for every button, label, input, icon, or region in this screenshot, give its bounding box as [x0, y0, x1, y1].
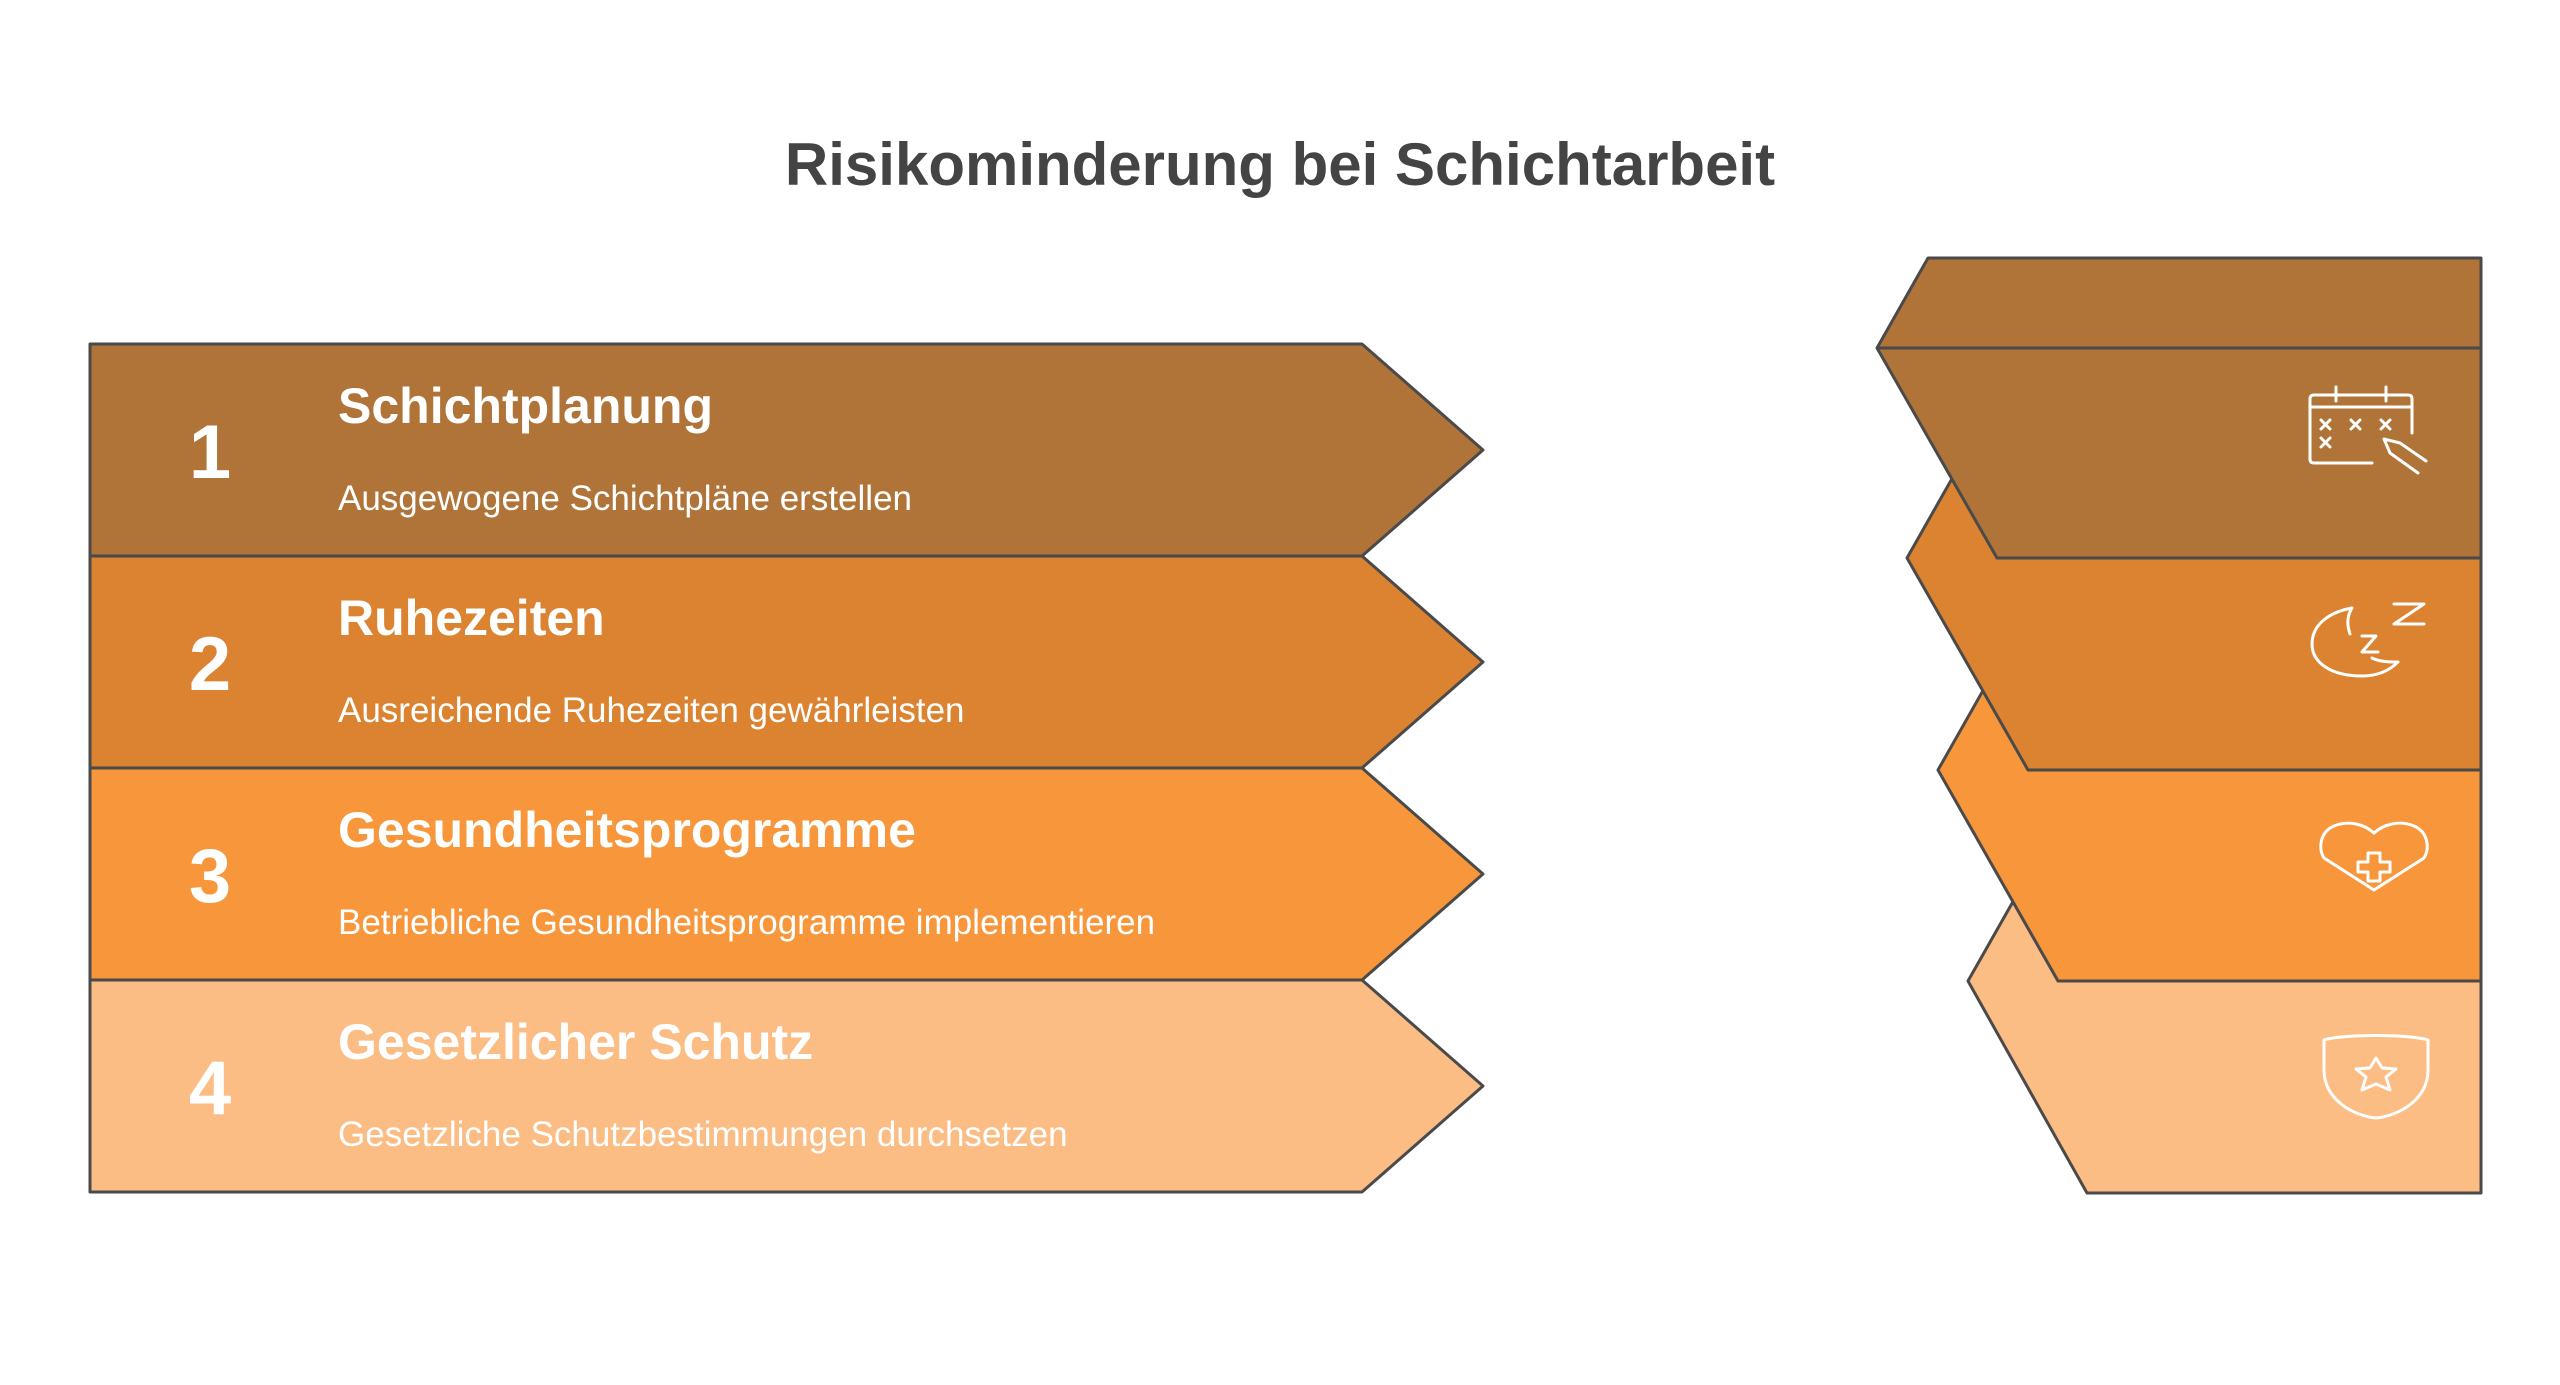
step-4-arrow: 4 Gesetzlicher Schutz Gesetzliche Schutz…	[88, 978, 1485, 1194]
step-1-arrow: 1 Schichtplanung Ausgewogene Schichtplän…	[88, 342, 1485, 558]
heart-cross-icon	[2319, 821, 2429, 892]
step-3-arrow: 3 Gesundheitsprogramme Betriebliche Gesu…	[88, 766, 1485, 982]
step-4-band	[88, 978, 1485, 1194]
step-3-number: 3	[189, 834, 231, 919]
step-1-band	[88, 342, 1485, 558]
calendar-pencil-icon	[2308, 385, 2428, 475]
step-1-stack	[1875, 256, 2483, 560]
step-2-band	[88, 554, 1485, 770]
shield-star-icon	[2322, 1034, 2430, 1120]
step-2-arrow: 2 Ruhezeiten Ausreichende Ruhezeiten gew…	[88, 554, 1485, 770]
diagram-title: Risikominderung bei Schichtarbeit	[785, 131, 1775, 198]
step-1-title: Schichtplanung	[338, 378, 713, 434]
step-1-number: 1	[189, 410, 231, 495]
step-3-description: Betriebliche Gesundheitsprogramme implem…	[338, 903, 1155, 942]
moon-sleep-icon	[2310, 602, 2426, 678]
step-2-description: Ausreichende Ruhezeiten gewährleisten	[338, 691, 965, 730]
step-3-title: Gesundheitsprogramme	[338, 802, 916, 858]
step-4-number: 4	[189, 1046, 231, 1131]
step-2-title: Ruhezeiten	[338, 590, 605, 646]
step-3-band	[88, 766, 1485, 982]
step-4-title: Gesetzlicher Schutz	[338, 1014, 813, 1070]
step-4-description: Gesetzliche Schutzbestimmungen durchsetz…	[338, 1115, 1068, 1154]
step-2-number: 2	[189, 622, 231, 707]
step-1-description: Ausgewogene Schichtpläne erstellen	[338, 479, 912, 518]
